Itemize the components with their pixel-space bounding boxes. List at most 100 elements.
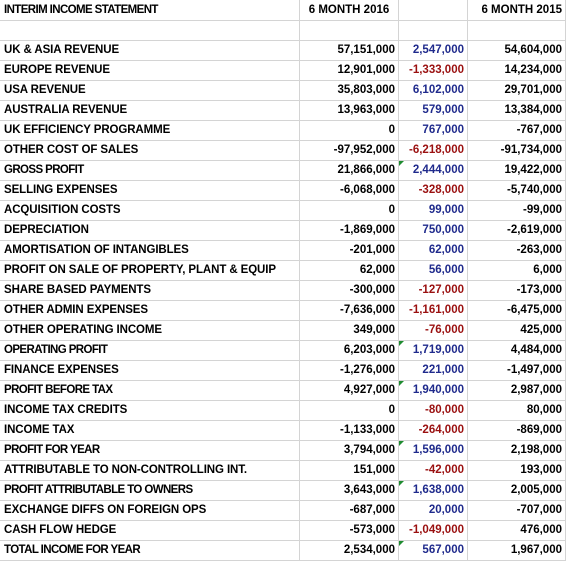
column-header-2015[interactable]: 6 MONTH 2015 xyxy=(467,0,566,21)
value-2015-cell[interactable]: 1,967,000 xyxy=(467,540,566,561)
value-2015-cell[interactable]: -869,000 xyxy=(467,420,566,441)
value-2015-cell[interactable]: 6,000 xyxy=(467,260,566,281)
difference-cell[interactable]: -76,000 xyxy=(398,320,468,341)
value-2015-cell[interactable]: 476,000 xyxy=(467,520,566,541)
row-label[interactable]: DEPRECIATION xyxy=(0,220,300,241)
value-2016-cell[interactable]: 151,000 xyxy=(299,460,399,481)
value-2015-cell[interactable]: 2,987,000 xyxy=(467,380,566,401)
difference-cell[interactable]: -6,218,000 xyxy=(398,140,468,161)
value-2016-cell[interactable]: 35,803,000 xyxy=(299,80,399,101)
difference-cell[interactable]: 750,000 xyxy=(398,220,468,241)
difference-cell[interactable]: 567,000 xyxy=(398,540,468,561)
value-2015-cell[interactable]: 54,604,000 xyxy=(467,40,566,61)
row-label[interactable]: USA REVENUE xyxy=(0,80,300,101)
difference-cell[interactable]: -264,000 xyxy=(398,420,468,441)
column-header-2016[interactable]: 6 MONTH 2016 xyxy=(299,0,399,21)
difference-cell[interactable]: 767,000 xyxy=(398,120,468,141)
row-label[interactable]: EUROPE REVENUE xyxy=(0,60,300,81)
difference-cell[interactable]: 1,719,000 xyxy=(398,340,468,361)
row-label[interactable]: EXCHANGE DIFFS ON FOREIGN OPS xyxy=(0,500,300,521)
value-2015-cell[interactable]: 193,000 xyxy=(467,460,566,481)
value-2015-cell[interactable]: 4,484,000 xyxy=(467,340,566,361)
statement-title[interactable]: INTERIM INCOME STATEMENT xyxy=(0,0,300,21)
value-2016-cell[interactable]: -687,000 xyxy=(299,500,399,521)
value-2015-cell[interactable]: -767,000 xyxy=(467,120,566,141)
value-2015-cell[interactable]: -6,475,000 xyxy=(467,300,566,321)
value-2016-cell[interactable]: -1,276,000 xyxy=(299,360,399,381)
difference-cell[interactable]: 221,000 xyxy=(398,360,468,381)
value-2015-cell[interactable]: 425,000 xyxy=(467,320,566,341)
value-2016-cell[interactable]: 6,203,000 xyxy=(299,340,399,361)
row-label[interactable]: OTHER ADMIN EXPENSES xyxy=(0,300,300,321)
value-2016-cell[interactable]: 0 xyxy=(299,120,399,141)
difference-cell[interactable]: 1,940,000 xyxy=(398,380,468,401)
value-2015-cell[interactable]: 13,384,000 xyxy=(467,100,566,121)
difference-cell[interactable]: 62,000 xyxy=(398,240,468,261)
difference-cell[interactable]: 2,444,000 xyxy=(398,160,468,181)
row-label[interactable]: INCOME TAX CREDITS xyxy=(0,400,300,421)
row-label[interactable]: AMORTISATION OF INTANGIBLES xyxy=(0,240,300,261)
empty-cell[interactable] xyxy=(299,20,399,41)
value-2016-cell[interactable]: 12,901,000 xyxy=(299,60,399,81)
value-2016-cell[interactable]: -201,000 xyxy=(299,240,399,261)
value-2016-cell[interactable]: 2,534,000 xyxy=(299,540,399,561)
value-2016-cell[interactable]: -1,133,000 xyxy=(299,420,399,441)
difference-cell[interactable]: 1,596,000 xyxy=(398,440,468,461)
difference-cell[interactable]: -42,000 xyxy=(398,460,468,481)
difference-cell[interactable]: 6,102,000 xyxy=(398,80,468,101)
value-2015-cell[interactable]: 19,422,000 xyxy=(467,160,566,181)
value-2016-cell[interactable]: 0 xyxy=(299,400,399,421)
difference-cell[interactable]: 1,638,000 xyxy=(398,480,468,501)
difference-cell[interactable]: -1,333,000 xyxy=(398,60,468,81)
difference-cell[interactable]: 579,000 xyxy=(398,100,468,121)
row-label[interactable]: OTHER OPERATING INCOME xyxy=(0,320,300,341)
row-label[interactable]: PROFIT FOR YEAR xyxy=(0,440,300,461)
value-2016-cell[interactable]: 349,000 xyxy=(299,320,399,341)
row-label[interactable]: SHARE BASED PAYMENTS xyxy=(0,280,300,301)
value-2015-cell[interactable]: 14,234,000 xyxy=(467,60,566,81)
row-label[interactable]: PROFIT ATTRIBUTABLE TO OWNERS xyxy=(0,480,300,501)
difference-cell[interactable]: 20,000 xyxy=(398,500,468,521)
row-label[interactable]: PROFIT BEFORE TAX xyxy=(0,380,300,401)
value-2016-cell[interactable]: -300,000 xyxy=(299,280,399,301)
row-label[interactable]: CASH FLOW HEDGE xyxy=(0,520,300,541)
row-label[interactable]: ACQUISITION COSTS xyxy=(0,200,300,221)
value-2016-cell[interactable]: -97,952,000 xyxy=(299,140,399,161)
row-label[interactable]: TOTAL INCOME FOR YEAR xyxy=(0,540,300,561)
row-label[interactable]: AUSTRALIA REVENUE xyxy=(0,100,300,121)
value-2016-cell[interactable]: -7,636,000 xyxy=(299,300,399,321)
difference-cell[interactable]: -80,000 xyxy=(398,400,468,421)
difference-cell[interactable]: -127,000 xyxy=(398,280,468,301)
difference-cell[interactable]: -1,049,000 xyxy=(398,520,468,541)
row-label[interactable]: OTHER COST OF SALES xyxy=(0,140,300,161)
value-2016-cell[interactable]: -1,869,000 xyxy=(299,220,399,241)
value-2015-cell[interactable]: -2,619,000 xyxy=(467,220,566,241)
row-label[interactable]: FINANCE EXPENSES xyxy=(0,360,300,381)
value-2016-cell[interactable]: 3,794,000 xyxy=(299,440,399,461)
value-2016-cell[interactable]: -6,068,000 xyxy=(299,180,399,201)
column-header-difference[interactable] xyxy=(398,0,468,21)
difference-cell[interactable]: 2,547,000 xyxy=(398,40,468,61)
row-label[interactable]: SELLING EXPENSES xyxy=(0,180,300,201)
value-2016-cell[interactable]: 4,927,000 xyxy=(299,380,399,401)
value-2016-cell[interactable]: 3,643,000 xyxy=(299,480,399,501)
row-label[interactable]: INCOME TAX xyxy=(0,420,300,441)
row-label[interactable]: PROFIT ON SALE OF PROPERTY, PLANT & EQUI… xyxy=(0,260,300,281)
value-2015-cell[interactable]: -173,000 xyxy=(467,280,566,301)
empty-cell[interactable] xyxy=(398,20,468,41)
value-2015-cell[interactable]: -99,000 xyxy=(467,200,566,221)
difference-cell[interactable]: 99,000 xyxy=(398,200,468,221)
value-2015-cell[interactable]: -5,740,000 xyxy=(467,180,566,201)
value-2016-cell[interactable]: 13,963,000 xyxy=(299,100,399,121)
value-2015-cell[interactable]: 29,701,000 xyxy=(467,80,566,101)
value-2016-cell[interactable]: 57,151,000 xyxy=(299,40,399,61)
empty-cell[interactable] xyxy=(467,20,566,41)
value-2015-cell[interactable]: -1,497,000 xyxy=(467,360,566,381)
row-label[interactable]: ATTRIBUTABLE TO NON-CONTROLLING INT. xyxy=(0,460,300,481)
value-2015-cell[interactable]: -707,000 xyxy=(467,500,566,521)
difference-cell[interactable]: -1,161,000 xyxy=(398,300,468,321)
empty-cell[interactable] xyxy=(0,20,300,41)
difference-cell[interactable]: -328,000 xyxy=(398,180,468,201)
value-2016-cell[interactable]: 21,866,000 xyxy=(299,160,399,181)
value-2016-cell[interactable]: 0 xyxy=(299,200,399,221)
